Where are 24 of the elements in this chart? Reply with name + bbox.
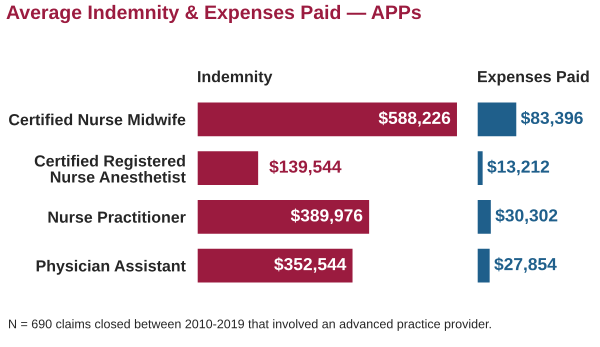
data-label: $83,396 [520, 110, 583, 127]
y-tick-label: Nurse Practitioner [48, 211, 186, 223]
y-tick-label: Certified Nurse Midwife [9, 114, 186, 126]
bar [477, 150, 484, 186]
bar [197, 247, 354, 284]
chart-title: Expenses Paid [478, 70, 589, 86]
text: N = 690 claims closed between 2010-2019 that involved an advanced practice provider. [9, 319, 491, 331]
data-label: $27,854 [494, 257, 557, 273]
data-label: $352,544 [274, 257, 346, 273]
data-label: $139,544 [269, 160, 342, 176]
y-tick-label: Certified Registered Nurse Anesthetist [34, 154, 186, 183]
bar [197, 198, 371, 236]
chart-title: Average Indemnity & Expenses Paid — APPs [6, 4, 421, 24]
data-label: $30,302 [495, 208, 558, 224]
data-label: $389,976 [290, 208, 362, 224]
data-label: $13,212 [487, 160, 550, 176]
chart-subtitle: Indemnity [198, 70, 272, 86]
bar [197, 150, 260, 186]
y-tick-label: Physician Assistant [36, 260, 186, 275]
bar [477, 247, 492, 284]
bar [197, 101, 458, 138]
data-label: $588,226 [378, 110, 450, 127]
bar [477, 198, 492, 236]
bar [477, 101, 518, 138]
